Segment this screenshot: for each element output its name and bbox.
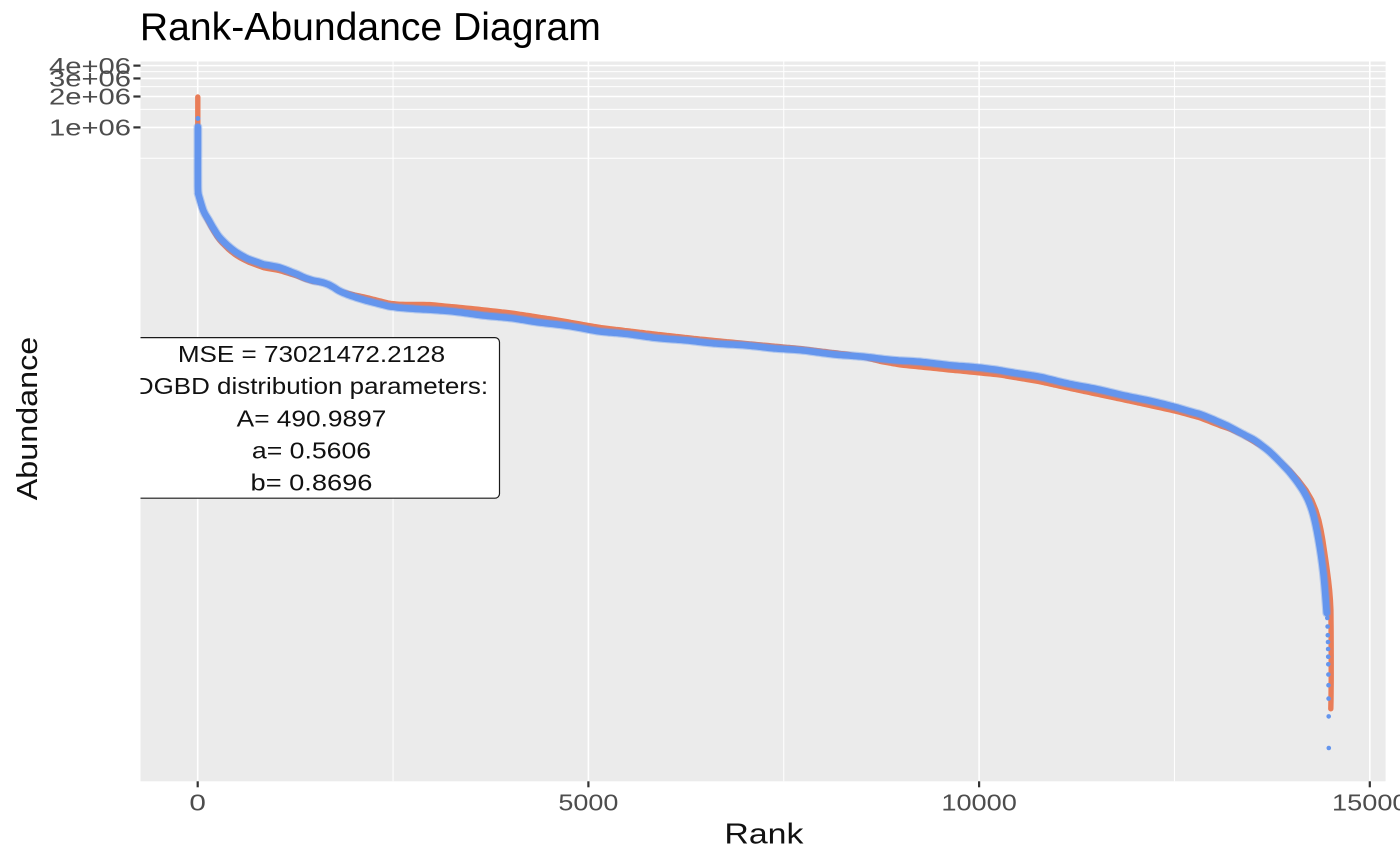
svg-text:Rank: Rank — [724, 819, 804, 851]
svg-text:0: 0 — [189, 790, 206, 816]
svg-text:MSE = 73021472.2128: MSE = 73021472.2128 — [178, 341, 445, 367]
svg-text:Rank-Abundance Diagram: Rank-Abundance Diagram — [140, 6, 601, 49]
svg-text:DGBD distribution parameters:: DGBD distribution parameters: — [135, 373, 488, 399]
svg-text:10000: 10000 — [941, 790, 1017, 816]
svg-text:a= 0.5606: a= 0.5606 — [252, 438, 371, 464]
svg-text:4e+06: 4e+06 — [49, 53, 131, 79]
svg-text:2e+06: 2e+06 — [49, 84, 131, 110]
svg-text:5000: 5000 — [558, 790, 618, 816]
svg-text:1e+06: 1e+06 — [49, 115, 131, 141]
svg-text:A= 490.9897: A= 490.9897 — [237, 405, 387, 431]
svg-text:Abundance: Abundance — [12, 337, 44, 501]
svg-text:b= 0.8696: b= 0.8696 — [251, 470, 373, 496]
svg-text:3e+06: 3e+06 — [49, 66, 131, 92]
svg-text:15000: 15000 — [1332, 790, 1400, 816]
